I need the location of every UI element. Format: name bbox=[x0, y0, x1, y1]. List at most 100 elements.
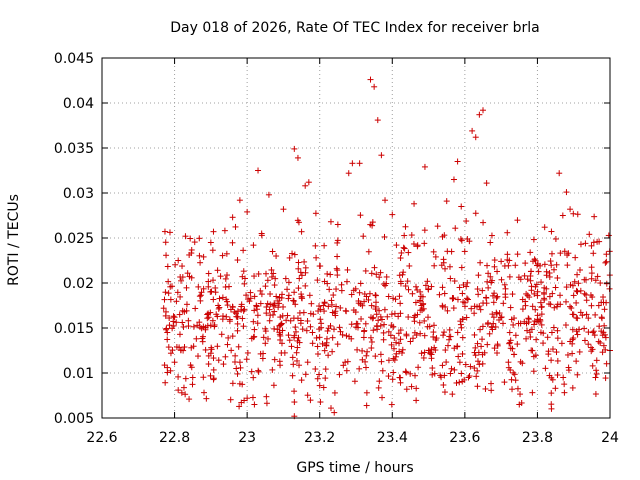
data-point bbox=[569, 311, 576, 318]
data-point bbox=[376, 378, 383, 385]
data-point bbox=[442, 265, 449, 272]
data-point bbox=[479, 287, 486, 294]
data-point bbox=[397, 379, 404, 386]
data-point bbox=[403, 386, 410, 393]
data-point bbox=[214, 343, 221, 350]
data-point bbox=[360, 334, 367, 341]
data-point bbox=[511, 351, 518, 358]
data-point bbox=[175, 387, 182, 394]
x-tick-label: 23.4 bbox=[377, 430, 408, 446]
data-point bbox=[490, 320, 497, 327]
data-point bbox=[316, 326, 323, 333]
data-point bbox=[486, 330, 493, 337]
data-point bbox=[414, 311, 421, 318]
data-point bbox=[471, 303, 478, 310]
data-point bbox=[304, 392, 311, 399]
data-point bbox=[263, 303, 270, 310]
data-point bbox=[443, 198, 450, 205]
data-point bbox=[240, 247, 247, 254]
data-point bbox=[279, 327, 286, 334]
data-point bbox=[593, 370, 600, 377]
data-point bbox=[247, 295, 254, 302]
data-point bbox=[412, 372, 419, 379]
chart-title: Day 018 of 2026, Rate Of TEC Index for r… bbox=[170, 20, 539, 36]
data-point bbox=[378, 316, 385, 323]
data-point bbox=[363, 402, 370, 409]
data-point bbox=[296, 275, 303, 282]
data-point bbox=[164, 336, 171, 343]
data-point bbox=[479, 351, 486, 358]
data-point bbox=[459, 334, 466, 341]
data-point bbox=[344, 278, 351, 285]
data-point bbox=[313, 254, 320, 261]
data-point bbox=[553, 349, 560, 356]
data-point bbox=[570, 292, 577, 299]
data-point bbox=[489, 292, 496, 299]
data-point bbox=[331, 409, 338, 416]
data-point bbox=[421, 240, 428, 247]
data-point bbox=[449, 391, 456, 398]
data-point bbox=[262, 283, 269, 290]
data-point bbox=[166, 229, 173, 236]
data-point bbox=[592, 311, 599, 318]
y-tick-label: 0.035 bbox=[54, 141, 94, 157]
data-point bbox=[371, 83, 378, 90]
data-point bbox=[182, 233, 189, 240]
data-point bbox=[292, 301, 299, 308]
data-point bbox=[180, 323, 187, 330]
data-point bbox=[451, 278, 458, 285]
data-point bbox=[605, 232, 612, 239]
data-point bbox=[336, 324, 343, 331]
data-point bbox=[357, 212, 364, 219]
data-point bbox=[500, 300, 507, 307]
data-point bbox=[263, 310, 270, 317]
data-point bbox=[494, 293, 501, 300]
data-point bbox=[602, 259, 609, 266]
data-point bbox=[244, 349, 251, 356]
data-point bbox=[550, 266, 557, 273]
data-point bbox=[459, 290, 466, 297]
data-point bbox=[171, 314, 178, 321]
data-point bbox=[251, 273, 258, 280]
data-point bbox=[518, 399, 525, 406]
data-point bbox=[522, 260, 529, 267]
data-point bbox=[344, 266, 351, 273]
data-point bbox=[525, 315, 532, 322]
data-point bbox=[229, 380, 236, 387]
data-point bbox=[588, 242, 595, 249]
data-point bbox=[514, 251, 521, 258]
data-point bbox=[572, 254, 579, 261]
data-point bbox=[596, 323, 603, 330]
data-point bbox=[459, 315, 466, 322]
data-point bbox=[582, 240, 589, 247]
data-point bbox=[519, 306, 526, 313]
data-point bbox=[479, 323, 486, 330]
data-point bbox=[170, 318, 177, 325]
data-point bbox=[254, 306, 261, 313]
data-point bbox=[295, 285, 302, 292]
data-point bbox=[179, 307, 186, 314]
data-point bbox=[528, 287, 535, 294]
data-point bbox=[478, 343, 485, 350]
data-point bbox=[420, 354, 427, 361]
data-point bbox=[428, 351, 435, 358]
y-tick-label: 0.025 bbox=[54, 231, 94, 247]
data-point bbox=[368, 344, 375, 351]
data-point bbox=[264, 277, 271, 284]
data-point bbox=[185, 317, 192, 324]
data-point bbox=[181, 344, 188, 351]
data-point bbox=[239, 381, 246, 388]
data-point bbox=[233, 365, 240, 372]
data-point bbox=[210, 366, 217, 373]
data-point bbox=[321, 278, 328, 285]
data-point bbox=[380, 336, 387, 343]
data-point bbox=[367, 221, 374, 228]
data-point bbox=[323, 342, 330, 349]
data-point bbox=[473, 373, 480, 380]
data-point bbox=[317, 316, 324, 323]
data-point bbox=[589, 362, 596, 369]
data-point bbox=[569, 350, 576, 357]
data-point bbox=[531, 290, 538, 297]
data-point bbox=[502, 285, 509, 292]
data-point bbox=[390, 323, 397, 330]
